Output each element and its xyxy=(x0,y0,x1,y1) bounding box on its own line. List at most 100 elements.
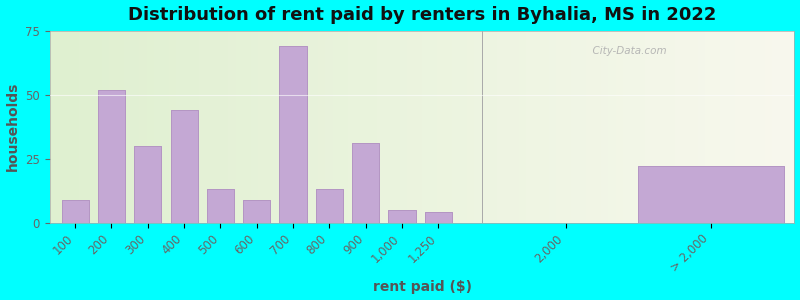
Bar xyxy=(279,46,306,223)
Title: Distribution of rent paid by renters in Byhalia, MS in 2022: Distribution of rent paid by renters in … xyxy=(128,6,716,24)
Bar xyxy=(207,189,234,223)
Bar xyxy=(273,31,281,223)
Bar xyxy=(352,143,379,223)
Bar xyxy=(134,146,162,223)
Bar xyxy=(511,31,519,223)
Bar xyxy=(355,31,362,223)
Bar xyxy=(62,200,89,223)
Bar xyxy=(668,31,675,223)
Bar xyxy=(534,31,542,223)
Bar xyxy=(482,31,489,223)
Bar xyxy=(243,200,270,223)
Bar xyxy=(425,212,452,223)
Bar xyxy=(459,31,466,223)
Bar xyxy=(310,31,318,223)
Bar xyxy=(758,31,765,223)
Bar xyxy=(750,31,758,223)
Bar xyxy=(720,31,727,223)
Bar xyxy=(601,31,608,223)
Bar xyxy=(169,31,176,223)
Bar xyxy=(407,31,414,223)
Bar xyxy=(452,31,459,223)
Bar xyxy=(422,31,430,223)
Bar xyxy=(98,90,125,223)
Bar xyxy=(735,31,742,223)
Bar xyxy=(214,31,221,223)
Bar xyxy=(170,110,198,223)
Bar xyxy=(362,31,370,223)
Bar xyxy=(690,31,698,223)
Bar xyxy=(727,31,735,223)
Bar xyxy=(207,189,234,223)
Bar xyxy=(176,31,184,223)
Bar xyxy=(318,31,326,223)
Bar xyxy=(437,31,445,223)
Bar xyxy=(117,31,124,223)
Y-axis label: households: households xyxy=(6,82,19,171)
Bar xyxy=(243,31,250,223)
X-axis label: rent paid ($): rent paid ($) xyxy=(373,280,471,294)
Bar xyxy=(742,31,750,223)
Bar xyxy=(316,189,343,223)
Bar xyxy=(279,46,306,223)
Bar xyxy=(50,31,57,223)
Bar xyxy=(698,31,705,223)
Bar xyxy=(266,31,273,223)
Bar xyxy=(675,31,682,223)
Bar xyxy=(425,212,452,223)
Bar xyxy=(526,31,534,223)
Bar xyxy=(352,143,379,223)
Bar xyxy=(616,31,623,223)
Bar xyxy=(504,31,511,223)
Bar xyxy=(348,31,355,223)
Bar xyxy=(132,31,139,223)
Bar xyxy=(198,31,206,223)
Bar xyxy=(787,31,794,223)
Bar xyxy=(378,31,385,223)
Bar xyxy=(594,31,601,223)
Bar xyxy=(682,31,690,223)
Bar xyxy=(65,31,72,223)
Bar xyxy=(288,31,295,223)
Bar xyxy=(578,31,586,223)
Bar xyxy=(72,31,79,223)
Bar xyxy=(497,31,504,223)
Bar xyxy=(146,31,154,223)
Bar xyxy=(385,31,392,223)
Bar xyxy=(489,31,497,223)
Bar xyxy=(389,210,416,223)
Bar xyxy=(229,31,236,223)
Bar xyxy=(705,31,713,223)
Bar xyxy=(630,31,638,223)
Bar xyxy=(124,31,132,223)
Bar xyxy=(519,31,526,223)
Bar xyxy=(110,31,117,223)
Bar xyxy=(221,31,229,223)
Bar xyxy=(340,31,348,223)
Bar xyxy=(474,31,482,223)
Bar xyxy=(139,31,146,223)
Bar xyxy=(333,31,340,223)
Bar xyxy=(765,31,772,223)
Bar xyxy=(646,31,653,223)
Bar xyxy=(94,31,102,223)
Bar xyxy=(660,31,668,223)
Bar xyxy=(57,31,65,223)
Bar xyxy=(772,31,779,223)
Bar xyxy=(414,31,422,223)
Bar xyxy=(370,31,378,223)
Text: City-Data.com: City-Data.com xyxy=(586,46,666,56)
Bar xyxy=(638,167,783,223)
Bar xyxy=(102,31,110,223)
Bar xyxy=(236,31,243,223)
Bar xyxy=(623,31,630,223)
Bar xyxy=(206,31,214,223)
Bar xyxy=(258,31,266,223)
Bar xyxy=(549,31,556,223)
Bar xyxy=(638,167,783,223)
Bar xyxy=(98,90,125,223)
Bar xyxy=(87,31,94,223)
Bar xyxy=(638,31,646,223)
Bar xyxy=(62,200,89,223)
Bar xyxy=(779,31,787,223)
